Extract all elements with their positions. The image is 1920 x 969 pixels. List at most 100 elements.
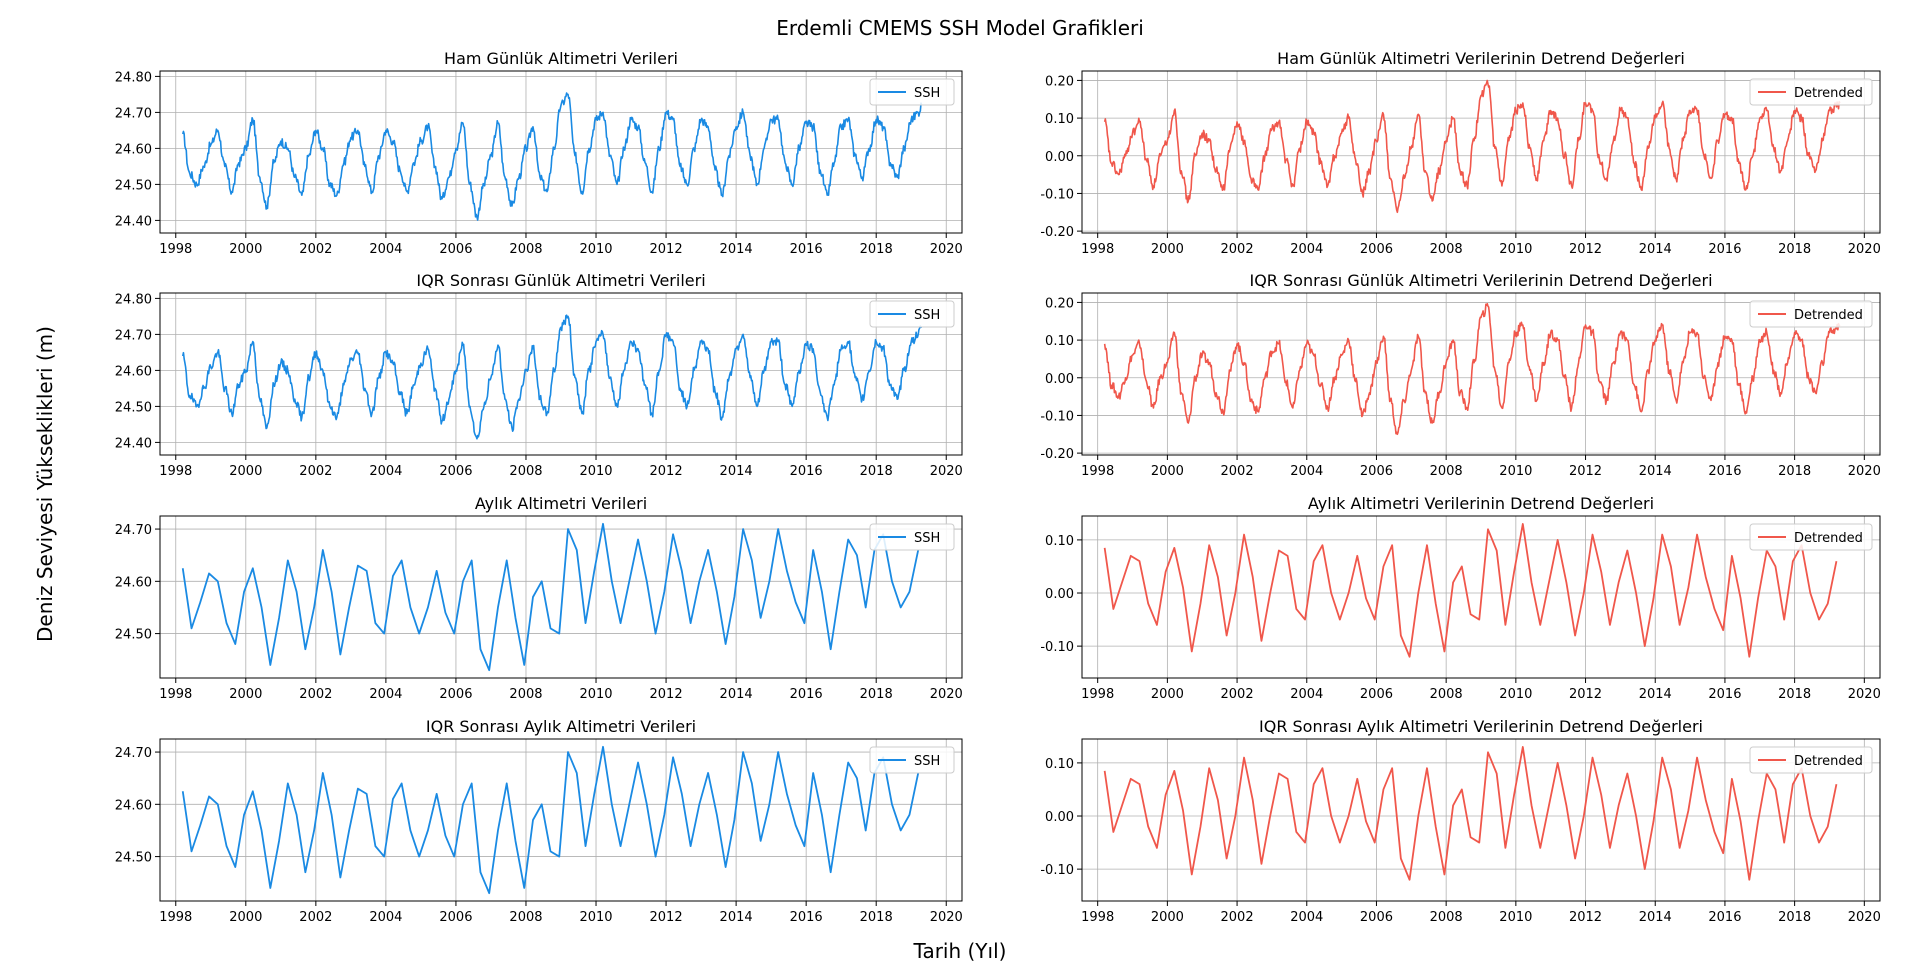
- x-tick-label: 2002: [299, 242, 332, 257]
- x-tick-label: 2006: [1360, 687, 1393, 702]
- legend: Detrended: [1749, 523, 1873, 551]
- x-tick-label: 2002: [299, 687, 332, 702]
- x-tick-label: 2014: [1639, 242, 1672, 257]
- legend-box: [869, 78, 955, 106]
- y-tick-label: 0.20: [1045, 74, 1074, 89]
- figure-xlabel: Tarih (Yıl): [913, 939, 1007, 963]
- x-tick-label: 2008: [1430, 687, 1463, 702]
- y-tick-label: 0.10: [1045, 757, 1074, 772]
- x-tick-label: 2002: [1221, 910, 1254, 925]
- y-tick-label: 24.70: [115, 106, 152, 121]
- y-tick-label: 0.10: [1045, 534, 1074, 549]
- y-tick-label: -0.10: [1040, 863, 1074, 878]
- x-tick-label: 2020: [1848, 910, 1881, 925]
- x-tick-label: 2006: [439, 464, 472, 479]
- x-tick-label: 2006: [1360, 910, 1393, 925]
- y-tick-label: 24.50: [115, 851, 152, 866]
- subplot-7: IQR Sonrası Aylık Altimetri Verileri 1998…: [115, 717, 963, 925]
- x-tick-label: 2014: [720, 687, 753, 702]
- x-tick-label: 2020: [1848, 687, 1881, 702]
- x-tick-label: 2020: [930, 910, 963, 925]
- legend-label: SSH: [914, 531, 940, 546]
- y-tick-label: 24.70: [115, 523, 152, 538]
- series-line: [181, 92, 923, 221]
- x-tick-label: 2012: [650, 910, 683, 925]
- legend-box: [869, 746, 955, 774]
- x-tick-label: 2002: [299, 464, 332, 479]
- x-tick-label: 2006: [439, 687, 472, 702]
- x-tick-label: 2018: [860, 464, 893, 479]
- subplot-1: Ham Günlük Altimetri Verileri 1998 2000 200…: [115, 49, 963, 257]
- x-tick-label: 2012: [1569, 242, 1602, 257]
- legend: SSH: [869, 523, 955, 551]
- x-tick-label: 2010: [579, 687, 612, 702]
- x-tick-label: 2000: [229, 464, 262, 479]
- x-tick-label: 2018: [1778, 242, 1811, 257]
- x-tick-label: 2010: [579, 242, 612, 257]
- x-tick-label: 2006: [1360, 242, 1393, 257]
- legend-box: [869, 523, 955, 551]
- y-tick-label: 24.50: [115, 628, 152, 643]
- figure-title: Erdemli CMEMS SSH Model Grafikleri: [776, 16, 1144, 40]
- legend: SSH: [869, 78, 955, 106]
- x-tick-label: 2002: [1221, 464, 1254, 479]
- subplot-title: Aylık Altimetri Verilerinin Detrend Değe…: [1308, 494, 1654, 513]
- x-tick-label: 2008: [1430, 242, 1463, 257]
- x-tick-label: 2020: [930, 687, 963, 702]
- legend: Detrended: [1749, 78, 1873, 106]
- y-tick-label: 24.60: [115, 142, 152, 157]
- subplot-8: IQR Sonrası Aylık Altimetri Verilerinin …: [1040, 717, 1881, 925]
- x-tick-label: 2010: [579, 464, 612, 479]
- legend-box: [1749, 300, 1873, 328]
- legend-label: SSH: [914, 754, 940, 769]
- x-tick-label: 2020: [1848, 464, 1881, 479]
- y-tick-label: 0.00: [1045, 150, 1074, 165]
- x-tick-label: 2014: [1639, 464, 1672, 479]
- x-tick-label: 2006: [439, 910, 472, 925]
- subplot-title: IQR Sonrası Aylık Altimetri Verileri: [426, 717, 696, 736]
- x-tick-label: 2006: [439, 242, 472, 257]
- x-tick-label: 2004: [369, 242, 402, 257]
- subplot-title: IQR Sonrası Aylık Altimetri Verilerinin …: [1259, 717, 1703, 736]
- y-tick-label: 24.50: [115, 178, 152, 193]
- x-tick-label: 2010: [579, 910, 612, 925]
- x-tick-label: 2018: [860, 242, 893, 257]
- x-tick-label: 2020: [1848, 242, 1881, 257]
- subplot-title: IQR Sonrası Günlük Altimetri Verileri: [416, 271, 705, 290]
- x-tick-label: 1998: [1081, 242, 1114, 257]
- legend-label: Detrended: [1794, 754, 1863, 769]
- y-tick-label: 24.40: [115, 214, 152, 229]
- x-tick-label: 2008: [509, 464, 542, 479]
- y-tick-label: -0.10: [1040, 187, 1074, 202]
- x-tick-label: 2012: [650, 242, 683, 257]
- series-line: [181, 745, 920, 895]
- legend-label: Detrended: [1794, 308, 1863, 323]
- x-tick-label: 1998: [159, 687, 192, 702]
- y-tick-label: 24.50: [115, 400, 152, 415]
- x-tick-label: 2006: [1360, 464, 1393, 479]
- series-line: [1103, 523, 1838, 658]
- axes-frame: [1081, 70, 1881, 234]
- x-tick-label: 2008: [1430, 464, 1463, 479]
- axes-frame: [159, 738, 963, 902]
- x-tick-label: 2016: [790, 910, 823, 925]
- x-tick-label: 2000: [1151, 464, 1184, 479]
- subplot-title: Aylık Altimetri Verileri: [475, 494, 647, 513]
- x-tick-label: 2004: [369, 687, 402, 702]
- x-tick-label: 2014: [720, 464, 753, 479]
- x-tick-label: 2010: [1499, 687, 1532, 702]
- y-tick-label: 24.80: [115, 70, 152, 85]
- subplot-grid: Ham Günlük Altimetri Verileri 1998 2000 200…: [115, 49, 1881, 925]
- series-line: [1103, 302, 1841, 436]
- x-tick-label: 2010: [1499, 242, 1532, 257]
- x-tick-label: 2002: [299, 910, 332, 925]
- x-tick-label: 2014: [720, 242, 753, 257]
- x-tick-label: 2008: [509, 910, 542, 925]
- y-tick-label: -0.20: [1040, 225, 1074, 240]
- x-tick-label: 2020: [930, 464, 963, 479]
- subplot-4: IQR Sonrası Günlük Altimetri Verilerinin…: [1040, 271, 1881, 479]
- x-tick-label: 2018: [1778, 687, 1811, 702]
- y-tick-label: 0.00: [1045, 372, 1074, 387]
- figure-ylabel: Deniz Seviyesi Yükseklikleri (m): [33, 326, 57, 642]
